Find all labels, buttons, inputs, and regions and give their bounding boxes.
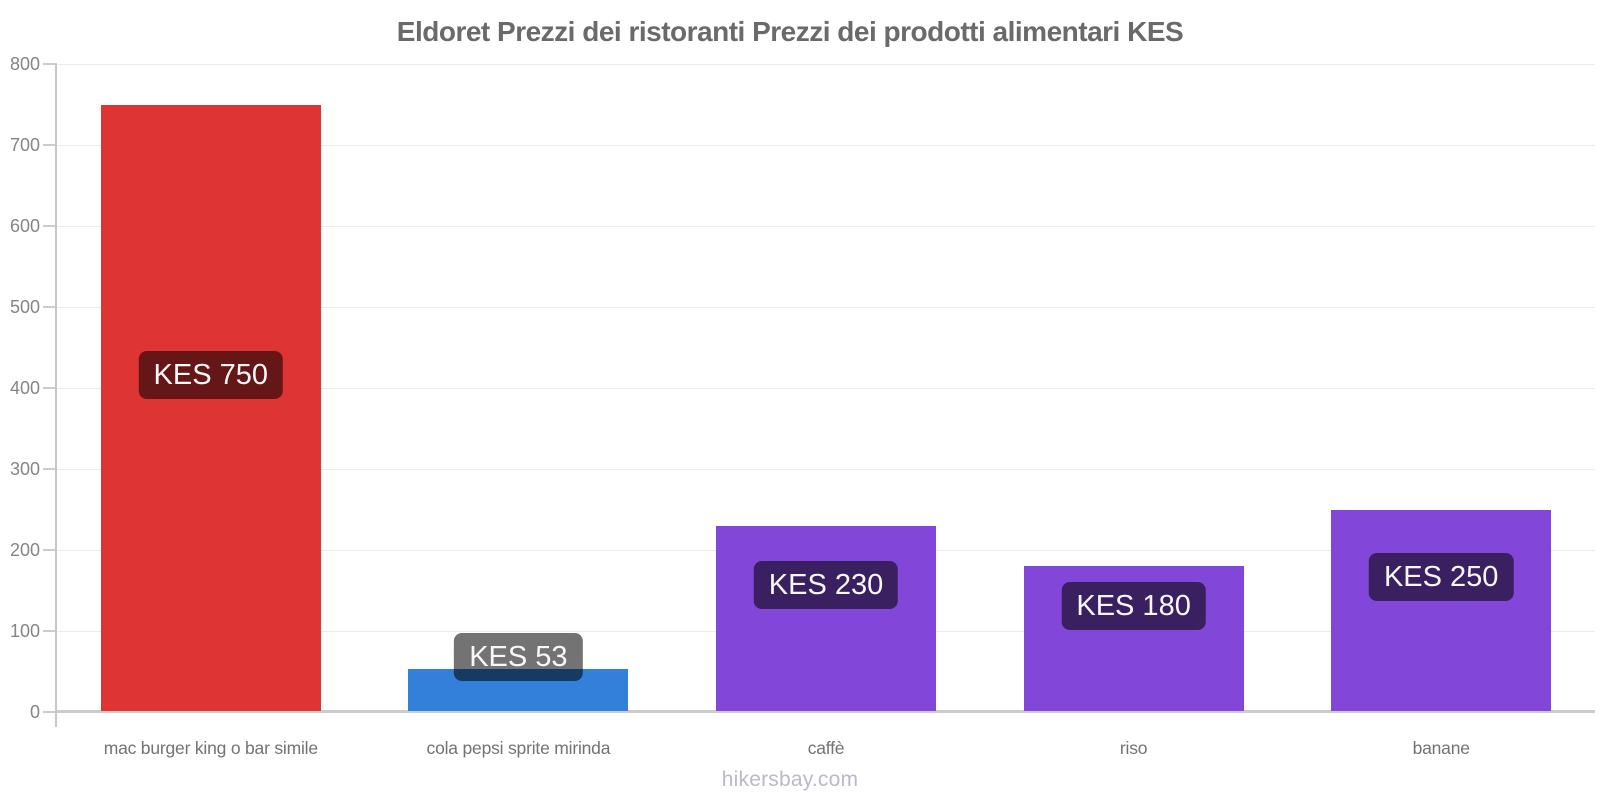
x-axis-category-label: caffè — [807, 738, 845, 758]
y-axis-tick-label: 700 — [9, 135, 40, 155]
chart-title: Eldoret Prezzi dei ristoranti Prezzi dei… — [396, 16, 1184, 47]
y-axis-line — [55, 64, 57, 727]
y-axis-tick-label: 100 — [9, 621, 40, 641]
value-label: KES 180 — [1061, 581, 1206, 630]
gridline — [57, 226, 1595, 227]
y-axis-tick-label: 500 — [9, 297, 40, 317]
bar-1[interactable] — [100, 104, 321, 711]
y-axis-tick — [43, 144, 57, 146]
y-axis-tick — [43, 711, 57, 713]
value-label: KES 750 — [138, 350, 284, 399]
y-axis-tick-label: 800 — [9, 54, 40, 74]
bar-3[interactable] — [716, 525, 936, 711]
y-axis-tick — [43, 225, 57, 227]
value-label: KES 230 — [753, 561, 899, 610]
y-axis-tick — [43, 306, 57, 308]
y-axis-tick-label: 400 — [9, 378, 40, 398]
x-axis-line — [57, 710, 1595, 713]
y-axis-tick-label: 0 — [29, 702, 40, 722]
value-label: KES 53 — [454, 633, 583, 682]
y-axis-tick-label: 200 — [9, 540, 40, 560]
gridline — [57, 307, 1595, 308]
x-axis-category-label: mac burger king o bar simile — [103, 738, 318, 758]
gridline — [57, 145, 1595, 146]
value-label: KES 250 — [1368, 553, 1514, 602]
gridline — [57, 469, 1595, 470]
y-axis-tick — [43, 630, 57, 632]
x-axis-category-label: cola pepsi sprite mirinda — [426, 738, 611, 758]
bar-5[interactable] — [1331, 509, 1552, 711]
watermark-text: hikersbay.com — [721, 768, 859, 791]
y-axis-tick — [43, 387, 57, 389]
gridline — [57, 64, 1595, 65]
y-axis-tick-label: 600 — [9, 216, 40, 236]
gridline — [57, 388, 1595, 389]
y-axis-tick — [43, 549, 57, 551]
y-axis-tick — [43, 63, 57, 65]
x-axis-category-label: riso — [1119, 738, 1148, 758]
x-axis-category-label: banane — [1412, 738, 1470, 758]
y-axis-tick — [43, 468, 57, 470]
y-axis-tick-label: 300 — [9, 459, 40, 479]
